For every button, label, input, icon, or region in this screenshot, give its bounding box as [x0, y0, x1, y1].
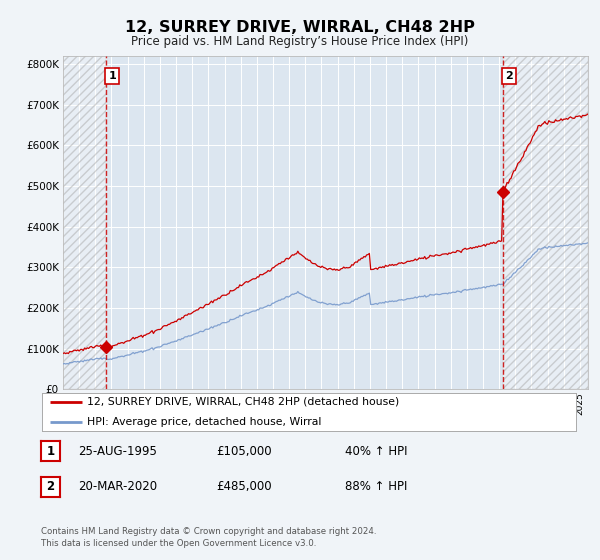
Text: Contains HM Land Registry data © Crown copyright and database right 2024.
This d: Contains HM Land Registry data © Crown c…	[41, 527, 376, 548]
Text: 40% ↑ HPI: 40% ↑ HPI	[345, 445, 407, 458]
Text: 12, SURREY DRIVE, WIRRAL, CH48 2HP: 12, SURREY DRIVE, WIRRAL, CH48 2HP	[125, 20, 475, 35]
Text: 20-MAR-2020: 20-MAR-2020	[78, 480, 157, 493]
Text: HPI: Average price, detached house, Wirral: HPI: Average price, detached house, Wirr…	[88, 417, 322, 427]
Text: 12, SURREY DRIVE, WIRRAL, CH48 2HP (detached house): 12, SURREY DRIVE, WIRRAL, CH48 2HP (deta…	[88, 397, 400, 407]
Text: 2: 2	[505, 71, 513, 81]
Text: 1: 1	[46, 445, 55, 458]
Text: 1: 1	[108, 71, 116, 81]
Text: 88% ↑ HPI: 88% ↑ HPI	[345, 480, 407, 493]
Text: Price paid vs. HM Land Registry’s House Price Index (HPI): Price paid vs. HM Land Registry’s House …	[131, 35, 469, 48]
Text: £105,000: £105,000	[216, 445, 272, 458]
Text: 2: 2	[46, 480, 55, 493]
Text: £485,000: £485,000	[216, 480, 272, 493]
Text: 25-AUG-1995: 25-AUG-1995	[78, 445, 157, 458]
